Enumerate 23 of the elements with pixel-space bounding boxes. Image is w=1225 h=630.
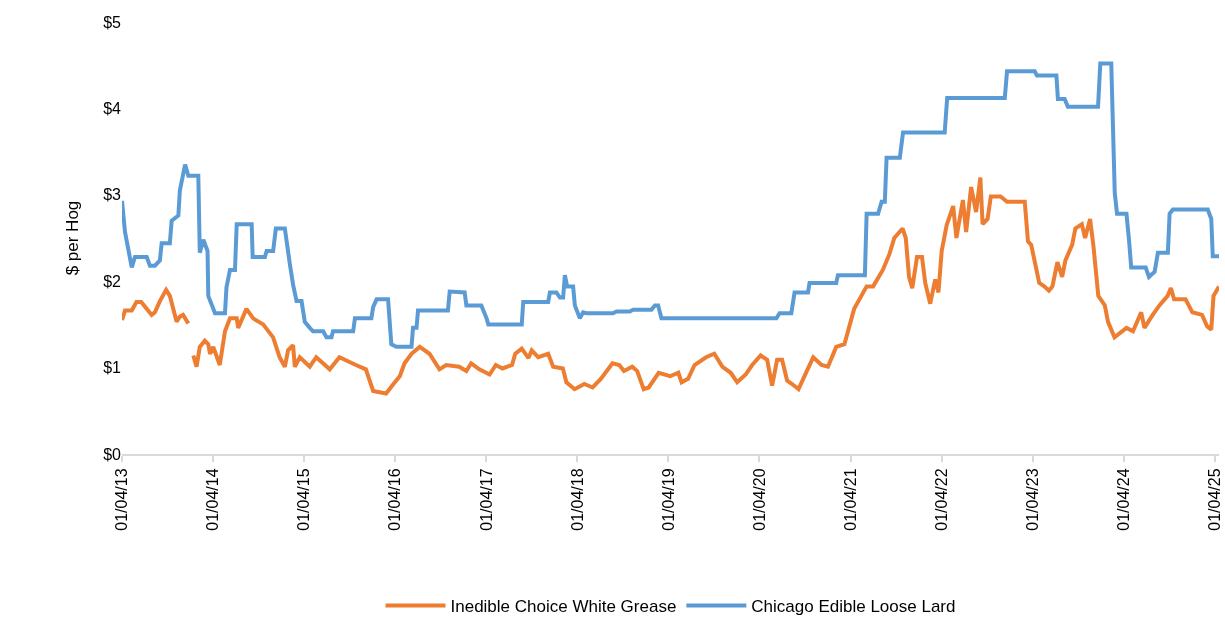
y-tick-label: $0 xyxy=(103,445,122,463)
x-tick-label: 01/04/16 xyxy=(386,468,404,531)
x-tick-label: 01/04/25 xyxy=(1206,468,1224,531)
x-tick-label: 01/04/21 xyxy=(841,468,859,531)
y-tick-label: $2 xyxy=(103,272,122,290)
x-tick-label: 01/04/14 xyxy=(204,468,222,531)
x-tick-label: 01/04/13 xyxy=(113,468,131,531)
y-axis-title: $ per Hog xyxy=(62,200,82,276)
x-tick-label: 01/04/20 xyxy=(750,468,768,531)
legend-label: Inedible Choice White Grease xyxy=(450,597,677,617)
x-tick-label: 01/04/24 xyxy=(1114,468,1132,531)
y-tick-label: $4 xyxy=(103,100,122,117)
line-series xyxy=(122,61,1219,349)
legend-label: Chicago Edible Loose Lard xyxy=(751,597,956,617)
x-tick-label: 01/04/15 xyxy=(295,468,313,531)
x-tick-label: 01/04/18 xyxy=(568,468,586,531)
y-tick-label: $3 xyxy=(103,186,122,204)
x-tick-label: 01/04/17 xyxy=(477,468,495,531)
y-tick-label: $5 xyxy=(103,13,122,31)
x-tick-label: 01/04/22 xyxy=(932,468,950,531)
x-tick-label: 01/04/23 xyxy=(1023,468,1041,531)
y-tick-label: $1 xyxy=(103,359,122,377)
x-tick-label: 01/04/19 xyxy=(659,468,677,531)
